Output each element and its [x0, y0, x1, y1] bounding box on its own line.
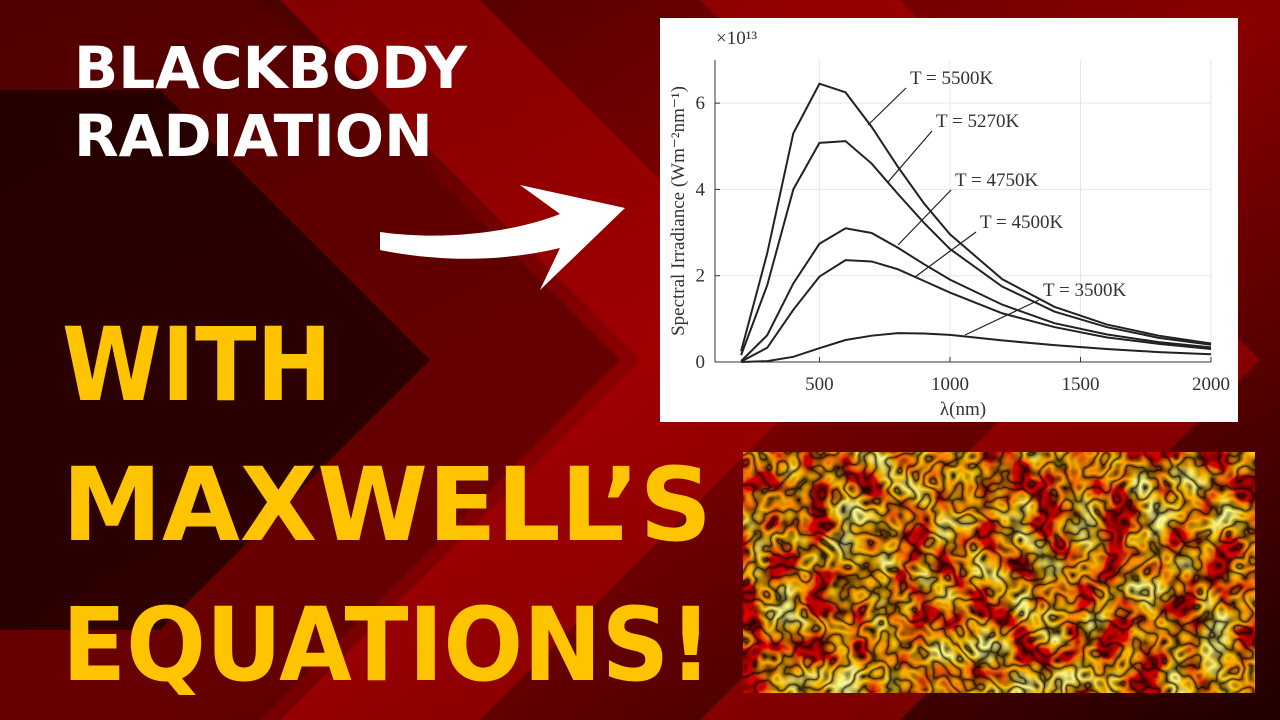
series-label: T = 4750K [955, 170, 1038, 191]
arrow [380, 185, 625, 290]
annotation-arrow [914, 231, 977, 278]
texture-image [743, 452, 1255, 693]
y-tick-label: 2 [696, 266, 706, 287]
annotation-arrow [897, 189, 952, 246]
annotation-arrow [867, 87, 907, 126]
subheadline: WITH [62, 306, 332, 425]
line [740, 227, 1212, 362]
x-axis-label: λ(nm) [940, 399, 986, 420]
x-tick-label: 1500 [1061, 374, 1099, 395]
line [740, 82, 1212, 352]
chevron [0, 90, 430, 630]
y-axis-label: Spectral Irradiance (Wm⁻²nm⁻¹) [668, 86, 689, 336]
chart: 0 2 4 6 500 1000 1500 2000 λ(nm) Spectral Irradia… [668, 28, 1230, 420]
line [740, 259, 1212, 363]
series-label: T = 5270K [936, 111, 1019, 132]
headline: BLACKBODY [74, 34, 468, 102]
y-tick-label: 4 [696, 179, 706, 200]
line [740, 140, 1212, 356]
axis [714, 60, 1211, 363]
y-multiplier: ×10¹³ [716, 28, 757, 49]
y-tick-label: 0 [696, 352, 706, 373]
y-tick-label: 6 [696, 93, 706, 114]
x-tick-label: 500 [805, 374, 834, 395]
x-tick-label: 2000 [1192, 374, 1230, 395]
annotation-arrow [887, 130, 933, 183]
subheadline: EQUATIONS! [62, 586, 712, 705]
annotation-arrow [964, 299, 1040, 336]
series-label: T = 3500K [1043, 280, 1126, 301]
line [741, 332, 1212, 363]
chart-panel [660, 18, 1238, 422]
subheadline: MAXWELL’S [62, 446, 712, 565]
series-label: T = 5500K [910, 68, 993, 89]
x-tick-label: 1000 [931, 374, 969, 395]
series-label: T = 4500K [980, 212, 1063, 233]
headline: RADIATION [74, 102, 433, 170]
